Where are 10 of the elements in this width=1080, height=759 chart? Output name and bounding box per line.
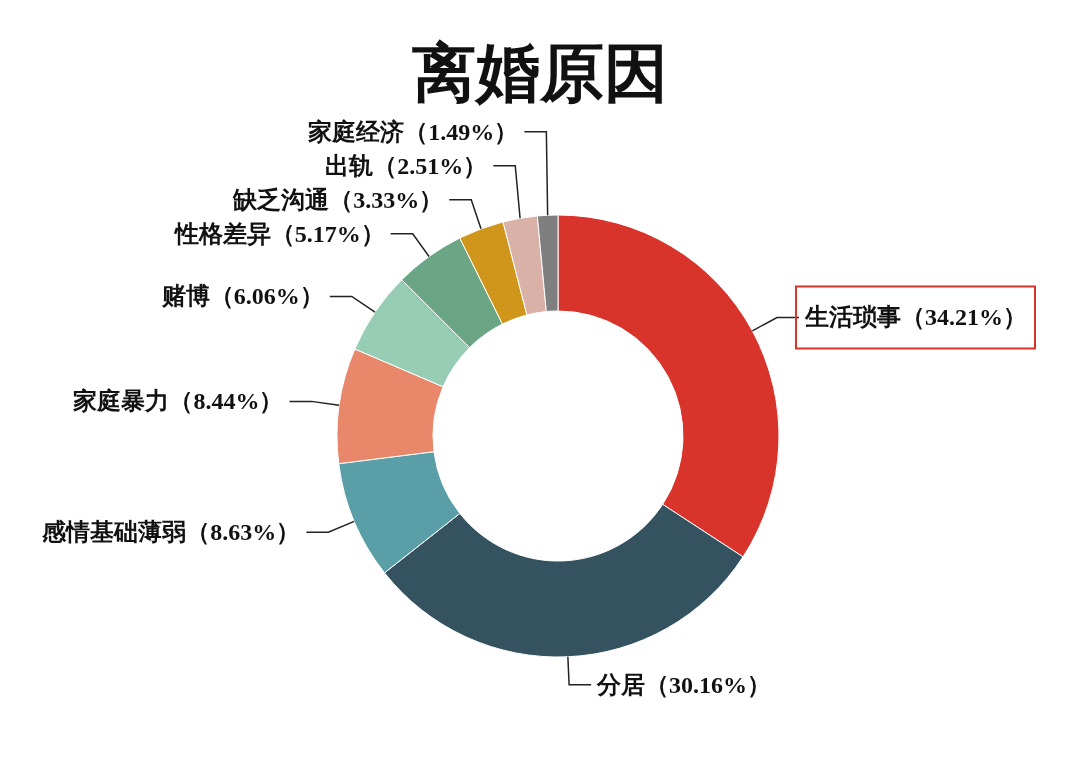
- slice-label: 感情基础薄弱（8.63%）: [41, 519, 301, 546]
- slice-label: 分居（30.16%）: [596, 671, 772, 698]
- slice-label: 赌博（6.06%）: [160, 283, 324, 310]
- slice-label: 生活琐事（34.21%）: [803, 304, 1027, 331]
- slice-label: 家庭暴力（8.44%）: [72, 388, 284, 415]
- slice-label: 缺乏沟通（3.33%）: [232, 186, 444, 213]
- slice-label: 家庭经济（1.49%）: [307, 118, 519, 145]
- slice-label: 出轨（2.51%）: [325, 152, 488, 179]
- chart-title: 离婚原因: [412, 38, 668, 109]
- slice-label: 性格差异（5.17%）: [172, 220, 385, 247]
